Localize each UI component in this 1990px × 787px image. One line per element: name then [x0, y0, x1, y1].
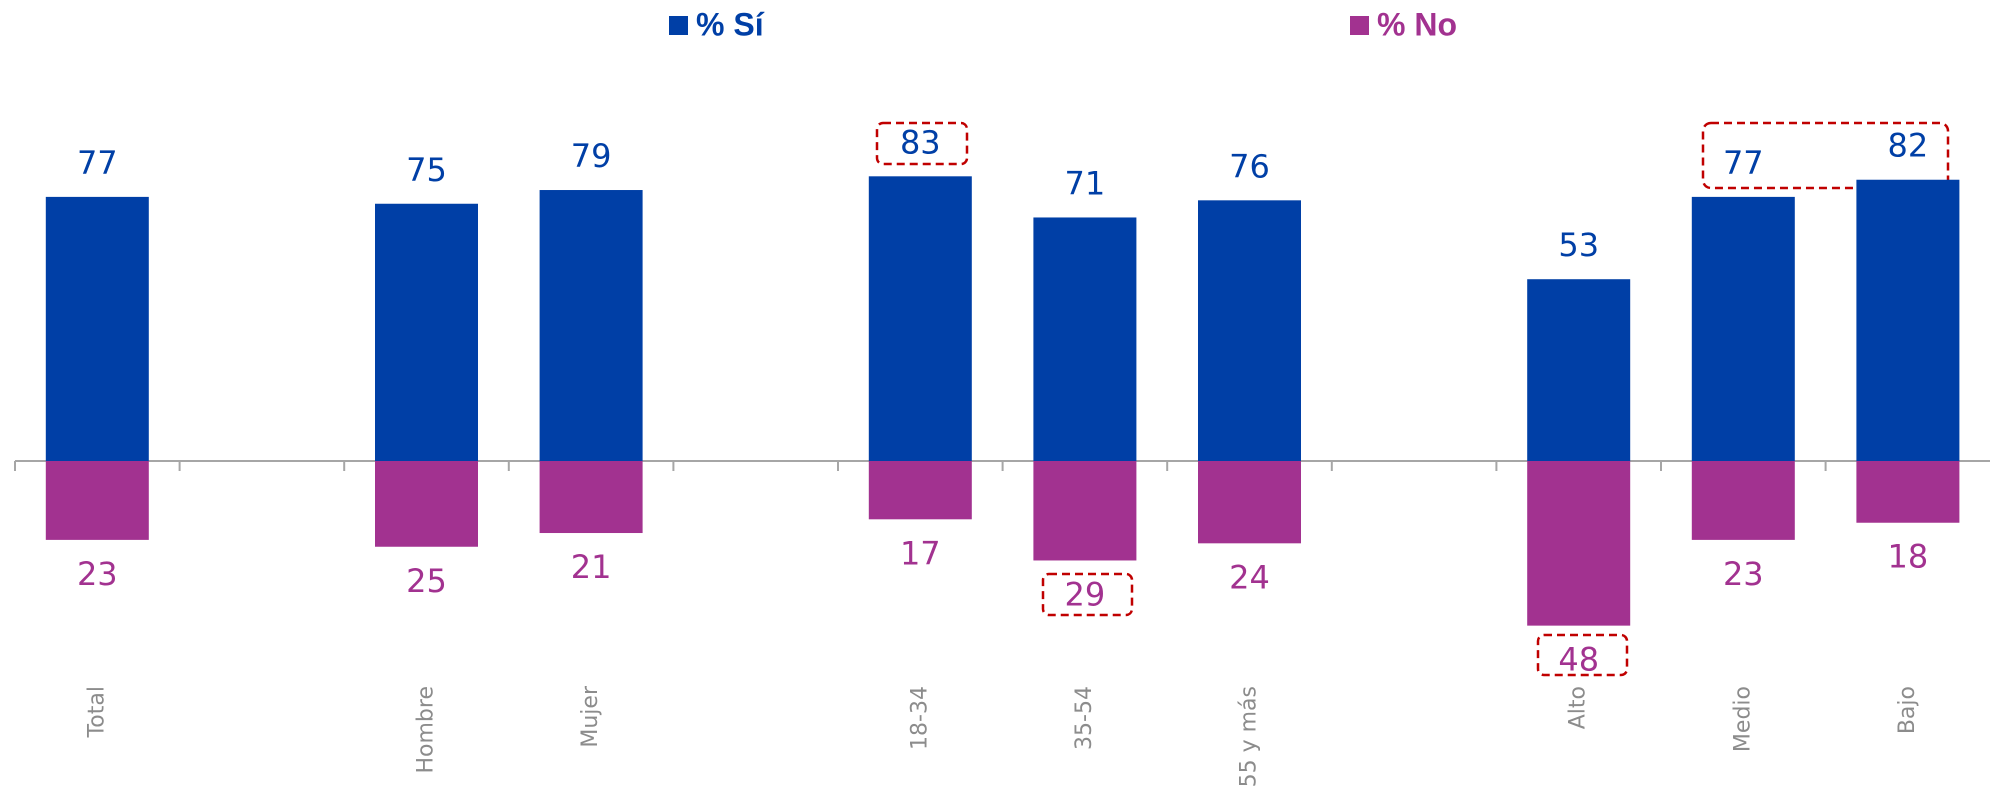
x-tick-label: 55 y más [1237, 686, 1262, 787]
legend-swatch [1350, 16, 1369, 35]
x-tick-label: 35-54 [1072, 686, 1097, 750]
data-label: 75 [406, 151, 447, 189]
data-label: 17 [900, 534, 941, 572]
bar [1856, 461, 1960, 523]
bar [868, 461, 972, 520]
highlight-box [1536, 633, 1629, 677]
bar [539, 190, 643, 461]
bar [1198, 200, 1301, 461]
data-label: 77 [1723, 144, 1764, 182]
legend-label: % No [1377, 6, 1457, 42]
bar [1691, 461, 1795, 540]
highlight-box [1041, 572, 1134, 617]
x-tick-label: Total [84, 686, 109, 738]
data-label: 21 [571, 548, 612, 586]
data-label: 24 [1229, 558, 1270, 596]
data-label: 23 [77, 555, 118, 593]
x-tick-label: Bajo [1895, 686, 1920, 734]
x-tick-label: Medio [1730, 686, 1755, 752]
bar [1033, 217, 1137, 461]
x-tick-label: Alto [1566, 686, 1591, 729]
data-label: 82 [1888, 127, 1929, 165]
data-label: 76 [1229, 147, 1270, 185]
bar [1033, 461, 1137, 561]
legend-label: % Sí [696, 6, 765, 42]
data-label: 23 [1723, 555, 1764, 593]
data-label: 25 [406, 562, 447, 600]
data-label: 83 [900, 123, 941, 161]
bar [539, 461, 643, 534]
data-label: 79 [571, 137, 612, 175]
data-label: 71 [1065, 164, 1106, 202]
data-label: 29 [1065, 575, 1106, 613]
data-label: 53 [1558, 226, 1599, 264]
bar [375, 203, 478, 461]
bar [45, 196, 149, 461]
x-tick-label: 18-34 [907, 686, 932, 750]
x-tick-label: Mujer [578, 685, 603, 748]
bar [1527, 461, 1631, 626]
bar [1856, 179, 1960, 462]
bar [45, 461, 149, 540]
highlight-box [1701, 121, 1950, 190]
bar [1527, 279, 1631, 461]
bar [868, 176, 972, 461]
data-label: 77 [77, 144, 118, 182]
bar [1198, 461, 1301, 544]
data-label: 18 [1888, 538, 1929, 576]
highlight-box [875, 121, 969, 166]
legend-swatch [669, 16, 688, 35]
data-label: 48 [1558, 641, 1599, 679]
x-tick-label: Hombre [414, 686, 439, 774]
bar [375, 461, 478, 547]
bar [1691, 196, 1795, 461]
